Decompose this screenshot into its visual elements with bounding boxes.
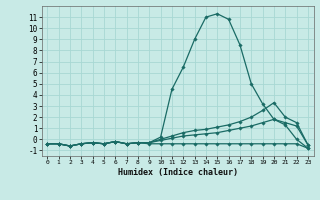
X-axis label: Humidex (Indice chaleur): Humidex (Indice chaleur) — [118, 168, 237, 177]
